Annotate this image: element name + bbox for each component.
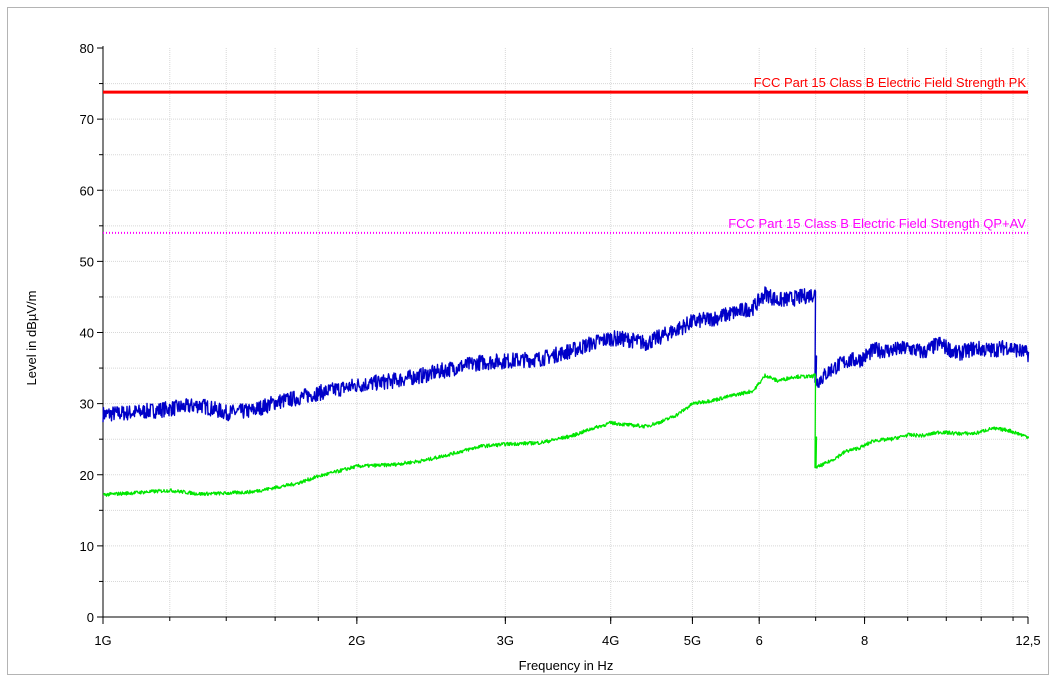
x-tick-label: 8 bbox=[861, 633, 868, 648]
limit-label: FCC Part 15 Class B Electric Field Stren… bbox=[728, 216, 1026, 231]
limit-label: FCC Part 15 Class B Electric Field Stren… bbox=[754, 75, 1027, 90]
y-tick-label: 10 bbox=[80, 539, 94, 554]
y-tick-label: 30 bbox=[80, 397, 94, 412]
y-tick-label: 60 bbox=[80, 183, 94, 198]
axes: 0 10 20 30 40 50 60 70 80 1G 2G 3G 4G 5G 6 8 12,5 bbox=[80, 41, 1041, 648]
y-tick-label: 0 bbox=[87, 610, 94, 625]
x-tick-label: 1G bbox=[94, 633, 111, 648]
x-tick-label: 2G bbox=[348, 633, 365, 648]
y-tick-label: 80 bbox=[80, 41, 94, 56]
y-tick-label: 20 bbox=[80, 468, 94, 483]
series-line bbox=[102, 373, 1030, 497]
chart-frame bbox=[7, 7, 1049, 675]
limit-lines: FCC Part 15 Class B Electric Field Stren… bbox=[103, 75, 1028, 234]
series-line bbox=[102, 286, 1030, 423]
x-tick-label: 5G bbox=[684, 633, 701, 648]
data-series bbox=[102, 286, 1030, 497]
y-tick-label: 70 bbox=[80, 112, 94, 127]
x-tick-label: 3G bbox=[497, 633, 514, 648]
x-tick-label: 6 bbox=[756, 633, 763, 648]
x-tick-label: 12,5 bbox=[1015, 633, 1040, 648]
y-tick-label: 40 bbox=[80, 326, 94, 341]
x-axis-title: Frequency in Hz bbox=[519, 658, 614, 673]
y-tick-label: 50 bbox=[80, 254, 94, 269]
x-tick-label: 4G bbox=[602, 633, 619, 648]
y-axis-title: Level in dBµV/m bbox=[24, 291, 39, 386]
grid-lines bbox=[103, 48, 1029, 617]
